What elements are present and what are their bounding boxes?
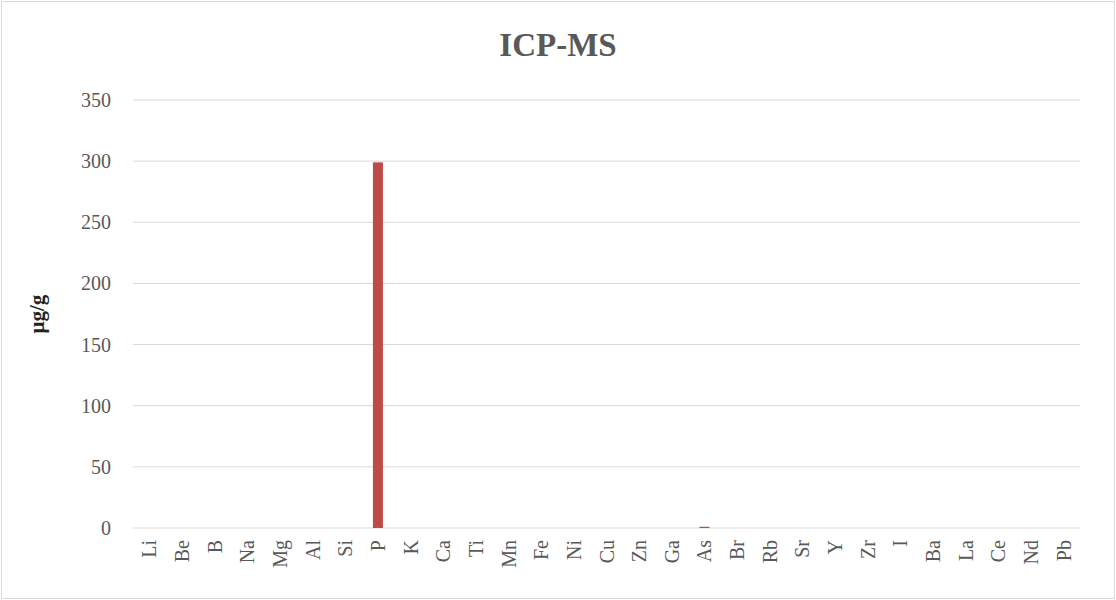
bar — [275, 528, 285, 529]
bar — [210, 528, 220, 529]
bar — [340, 528, 350, 529]
x-tick-label: Sr — [791, 540, 813, 558]
bar — [699, 527, 709, 528]
bar — [765, 528, 775, 529]
x-tick-label: Ti — [465, 540, 487, 558]
y-axis-label: μg/g — [25, 294, 49, 333]
x-tick-label: B — [204, 540, 226, 553]
y-tick-label: 50 — [91, 456, 111, 478]
bar — [177, 528, 187, 529]
x-tick-label: Rb — [759, 540, 781, 563]
x-tick-label: Ni — [563, 540, 585, 560]
grid-line — [133, 222, 1080, 223]
bar — [144, 528, 154, 529]
x-tick-label: Be — [171, 540, 193, 562]
x-tick-label: Ba — [922, 540, 944, 562]
x-tick-label: Al — [302, 540, 324, 560]
x-tick-label: Nd — [1020, 540, 1042, 564]
x-tick-label: K — [400, 539, 422, 554]
grid-line — [133, 466, 1080, 467]
x-tick-label: Si — [334, 540, 356, 557]
bar — [471, 528, 481, 529]
bar — [993, 528, 1003, 529]
x-tick-label: Zr — [857, 540, 879, 559]
y-tick-label: 350 — [81, 89, 111, 111]
bar — [830, 528, 840, 529]
bar — [895, 528, 905, 529]
x-tick-label: Mn — [498, 540, 520, 568]
bar — [667, 528, 677, 529]
bars — [373, 162, 710, 528]
x-tick-label: Ca — [432, 540, 454, 562]
x-tick-label: Zn — [628, 540, 650, 562]
x-tick-label: La — [955, 540, 977, 561]
grid-line — [133, 528, 1080, 529]
x-tick-label: Y — [824, 540, 846, 554]
bar — [308, 528, 318, 529]
y-tick-label: 150 — [81, 334, 111, 356]
bar — [406, 528, 416, 529]
grid-line — [133, 344, 1080, 345]
bar — [438, 528, 448, 529]
x-tick-label: Li — [138, 540, 160, 558]
x-tick-label: Ce — [987, 540, 1009, 562]
x-tick-label: P — [367, 540, 389, 551]
chart: 0 50 100 150 200 250 300 350 Li Be B Na Mg Al Si PK Ca Ti… — [0, 0, 1116, 600]
x-tick-label: Br — [726, 540, 748, 560]
bar — [242, 528, 252, 529]
y-tick-label: 0 — [101, 517, 111, 539]
x-tick-label: Cu — [596, 540, 618, 563]
bar — [1059, 528, 1069, 529]
grid-line — [133, 100, 1080, 101]
x-tick-label: I — [889, 540, 911, 547]
bar — [863, 528, 873, 529]
bar — [504, 528, 514, 529]
x-tick-label: Mg — [269, 540, 292, 568]
title: ICP-MS — [499, 27, 616, 63]
y-tick-label: 300 — [81, 150, 111, 172]
bar — [928, 528, 938, 529]
bar — [634, 528, 644, 529]
chart-border — [2, 2, 1115, 599]
bar — [1026, 528, 1036, 529]
bar — [961, 528, 971, 529]
bar — [732, 528, 742, 529]
x-tick-label: Pb — [1053, 540, 1075, 561]
y-tick-label: 250 — [81, 211, 111, 233]
y-tick-label: 200 — [81, 272, 111, 294]
x-tick-label: Fe — [530, 540, 552, 560]
grid-line — [133, 161, 1080, 162]
bar — [373, 162, 383, 528]
x-tick-label: Na — [236, 540, 258, 563]
bar — [569, 528, 579, 529]
bar — [536, 528, 546, 529]
bar — [797, 528, 807, 529]
x-tick-label: Ga — [661, 540, 683, 563]
grid-line — [133, 405, 1080, 406]
x-tick-label: As — [693, 540, 715, 562]
bar — [602, 528, 612, 529]
y-tick-label: 100 — [81, 395, 111, 417]
grid-line — [133, 283, 1080, 284]
